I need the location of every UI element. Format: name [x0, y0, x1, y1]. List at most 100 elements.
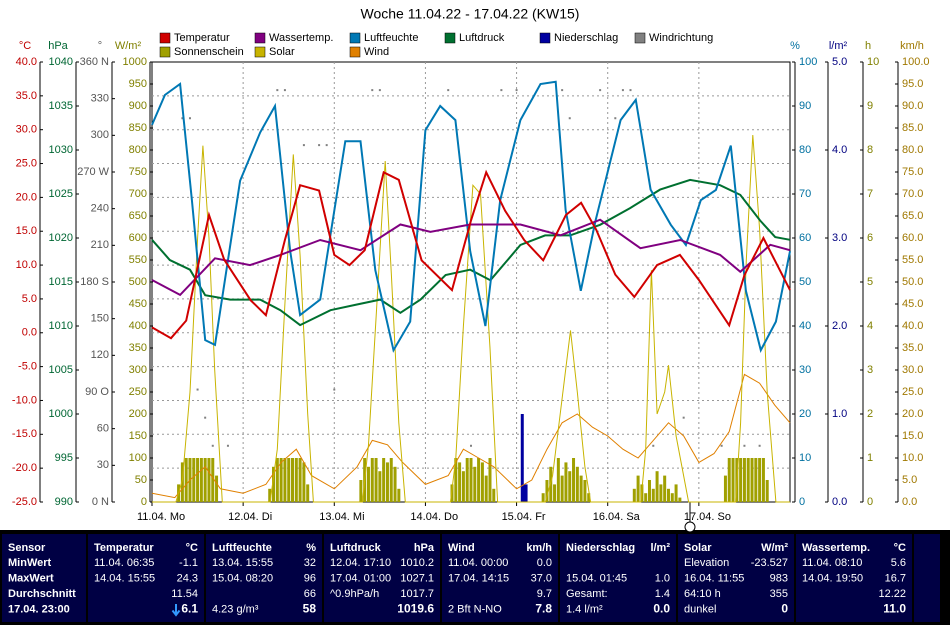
y-tick-label: 100 — [129, 452, 147, 464]
y-tick-label: 30 — [97, 459, 109, 471]
y-tick-label: 100 — [799, 56, 817, 68]
y-tick-label: 20.0 — [16, 191, 37, 203]
stats-value: 11.0 — [883, 602, 906, 616]
stats-cell: 14.04. 15:55 — [94, 572, 155, 584]
y-tick-label: 70.0 — [902, 188, 923, 200]
bar — [484, 475, 488, 502]
bar — [215, 475, 219, 502]
legend-label: Wassertemp. — [269, 32, 333, 44]
y-tick-label: -25.0 — [12, 496, 37, 508]
bar — [572, 458, 576, 502]
bar — [583, 480, 587, 502]
legend-swatch — [349, 32, 361, 44]
bar — [644, 493, 648, 502]
axis-unit: % — [790, 40, 800, 52]
dot — [276, 89, 279, 92]
legend-swatch — [254, 46, 266, 58]
y-tick-label: 5.0 — [832, 56, 847, 68]
y-tick-label: 0 — [141, 496, 147, 508]
stats-title: Sensor — [8, 542, 46, 554]
bar — [184, 458, 188, 502]
y-tick-label: 4.0 — [832, 144, 847, 156]
stats-unit: hPa — [414, 542, 435, 554]
stats-cell: MaxWert — [8, 572, 54, 584]
y-tick-label: 100.0 — [902, 56, 930, 68]
dot — [682, 416, 685, 419]
dot — [378, 89, 381, 92]
y-tick-label: 30.0 — [16, 124, 37, 136]
y-tick-label: 40 — [799, 320, 811, 332]
stats-value: 12.22 — [878, 588, 906, 600]
axis-unit: ° — [98, 40, 102, 52]
axis-unit: km/h — [900, 40, 924, 52]
y-tick-label: 550 — [129, 254, 147, 266]
bar — [670, 493, 674, 502]
y-tick-label: 60.0 — [902, 232, 923, 244]
y-tick-label: 650 — [129, 210, 147, 222]
bar — [761, 458, 765, 502]
dot — [758, 444, 761, 447]
y-tick-label: 30 — [799, 364, 811, 376]
y-tick-label: 5.0 — [22, 293, 37, 305]
bar — [568, 471, 572, 502]
bar — [370, 458, 374, 502]
x-tick-label: 17.04. So — [684, 511, 731, 523]
bar — [746, 458, 750, 502]
bar — [758, 458, 762, 502]
y-tick-label: -20.0 — [12, 462, 37, 474]
stats-value: 983 — [770, 572, 788, 584]
y-tick-label: 40.0 — [16, 56, 37, 68]
y-tick-label: 35.0 — [902, 342, 923, 354]
stats-cell: 11.04. 08:10 — [802, 557, 862, 569]
y-tick-label: 50 — [799, 276, 811, 288]
bar — [397, 488, 401, 502]
dot — [283, 89, 286, 92]
x-tick-label: 13.04. Mi — [319, 511, 364, 523]
x-tick-label: 12.04. Di — [228, 511, 272, 523]
x-tick-label: 16.04. Sa — [593, 511, 641, 523]
stats-value: 1.0 — [655, 572, 670, 584]
dot — [318, 144, 321, 147]
bar — [524, 484, 528, 502]
bar — [545, 480, 549, 502]
legend-swatch — [254, 32, 266, 44]
bar — [196, 458, 200, 502]
chart-title: Woche 11.04.22 - 17.04.22 (KW15) — [361, 6, 580, 22]
bar — [279, 458, 283, 502]
bar — [298, 458, 302, 502]
y-tick-label: 500 — [129, 276, 147, 288]
bar — [587, 493, 591, 502]
bar — [739, 458, 743, 502]
y-tick-label: 0.0 — [902, 496, 917, 508]
bar — [378, 471, 382, 502]
stats-cell: 16.04. 11:55 — [684, 572, 744, 584]
bar — [754, 458, 758, 502]
axis-unit: W/m² — [115, 40, 142, 52]
bar — [674, 484, 678, 502]
bar — [663, 475, 667, 502]
legend-label: Niederschlag — [554, 32, 618, 44]
y-tick-label: 850 — [129, 122, 147, 134]
stats-cell: Durchschnitt — [8, 588, 76, 600]
legend-label: Temperatur — [174, 32, 230, 44]
dot — [621, 89, 624, 92]
stats-unit: °C — [186, 542, 198, 554]
y-tick-label: 300 — [129, 364, 147, 376]
stats-value: -23.527 — [751, 557, 788, 569]
bar — [549, 466, 553, 502]
y-tick-label: 3.0 — [832, 232, 847, 244]
y-tick-label: 80.0 — [902, 144, 923, 156]
stats-title: Temperatur — [94, 542, 154, 554]
stats-value: 1019.6 — [397, 602, 434, 616]
stats-cell: dunkel — [684, 603, 716, 615]
bar — [564, 462, 568, 502]
y-tick-label: 400 — [129, 320, 147, 332]
dot — [371, 89, 374, 92]
y-tick-label: 1000 — [123, 56, 147, 68]
y-tick-label: 750 — [129, 166, 147, 178]
y-tick-label: 1025 — [49, 188, 73, 200]
stats-cell: 17.04. 01:00 — [330, 572, 391, 584]
bar — [461, 471, 465, 502]
stats-value: 9.7 — [537, 588, 552, 600]
